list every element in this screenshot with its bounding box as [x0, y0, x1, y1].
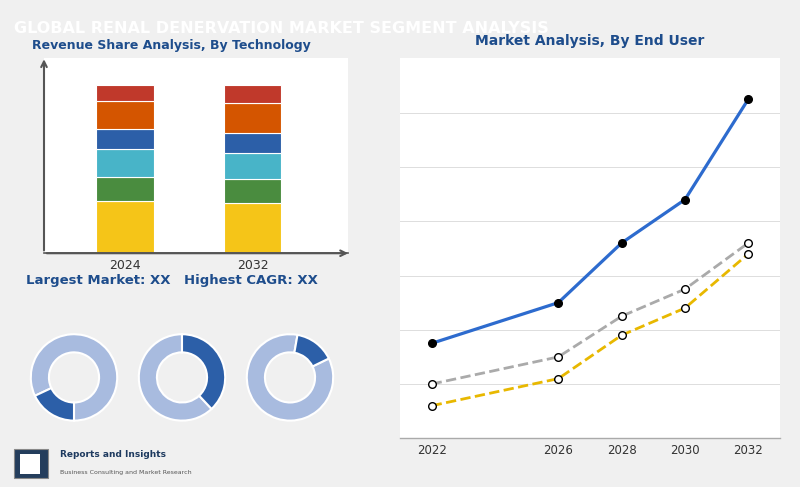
Title: Market Analysis, By End User: Market Analysis, By End User	[475, 34, 705, 48]
Wedge shape	[139, 334, 211, 421]
Bar	[223, 179, 282, 203]
Wedge shape	[31, 334, 117, 421]
Bar	[223, 153, 282, 179]
Text: Revenue Share Analysis, By Technology: Revenue Share Analysis, By Technology	[32, 39, 310, 52]
Wedge shape	[294, 335, 329, 366]
Text: GLOBAL RENAL DENERVATION MARKET SEGMENT ANALYSIS: GLOBAL RENAL DENERVATION MARKET SEGMENT …	[14, 20, 549, 36]
Wedge shape	[247, 334, 333, 421]
Bar	[223, 85, 282, 103]
Text: Reports and Insights: Reports and Insights	[60, 450, 166, 459]
Bar	[96, 129, 154, 149]
Wedge shape	[182, 334, 225, 409]
Bar	[96, 149, 154, 177]
Text: Largest Market: XX: Largest Market: XX	[26, 274, 170, 286]
Bar	[96, 201, 154, 253]
Bar	[223, 133, 282, 153]
Bar	[96, 177, 154, 201]
FancyBboxPatch shape	[14, 450, 48, 478]
Text: Business Consulting and Market Research: Business Consulting and Market Research	[60, 469, 192, 475]
Bar	[96, 85, 154, 101]
FancyBboxPatch shape	[21, 453, 40, 474]
Bar	[223, 103, 282, 133]
Wedge shape	[35, 388, 74, 421]
Bar	[223, 203, 282, 253]
Bar	[96, 101, 154, 129]
Text: Highest CAGR: XX: Highest CAGR: XX	[184, 274, 318, 286]
